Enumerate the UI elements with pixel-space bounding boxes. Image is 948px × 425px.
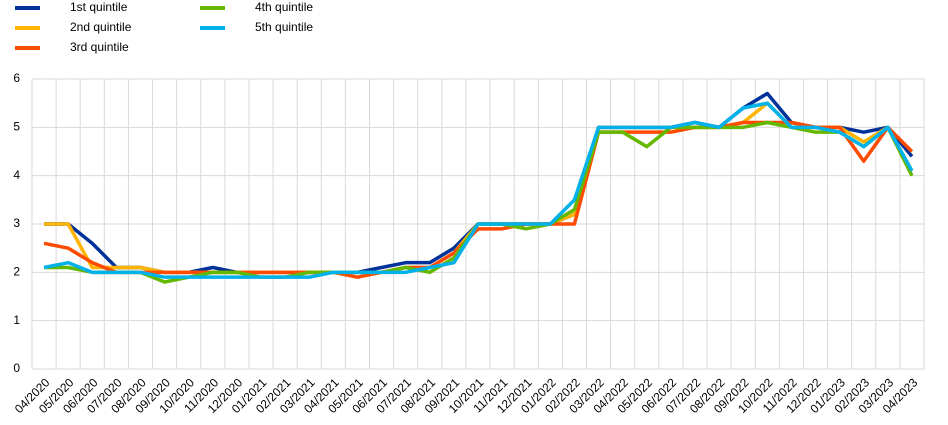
y-tick-label: 6	[13, 71, 20, 85]
y-tick-label: 4	[13, 168, 20, 182]
series-line	[44, 91, 914, 275]
y-tick-label: 0	[13, 361, 20, 375]
y-tick-label: 1	[13, 313, 20, 327]
legend-label: 2nd quintile	[70, 20, 132, 34]
series-line	[44, 101, 914, 275]
legend-label: 3rd quintile	[70, 40, 129, 54]
series-line	[43, 120, 914, 279]
y-tick-label: 5	[13, 120, 20, 134]
y-tick-label: 2	[13, 265, 20, 279]
legend-label: 4th quintile	[255, 0, 313, 14]
series-line	[43, 101, 914, 279]
series-line	[44, 120, 914, 284]
legend-label: 5th quintile	[255, 20, 313, 34]
legend-label: 1st quintile	[70, 0, 128, 14]
y-tick-label: 3	[13, 216, 20, 230]
